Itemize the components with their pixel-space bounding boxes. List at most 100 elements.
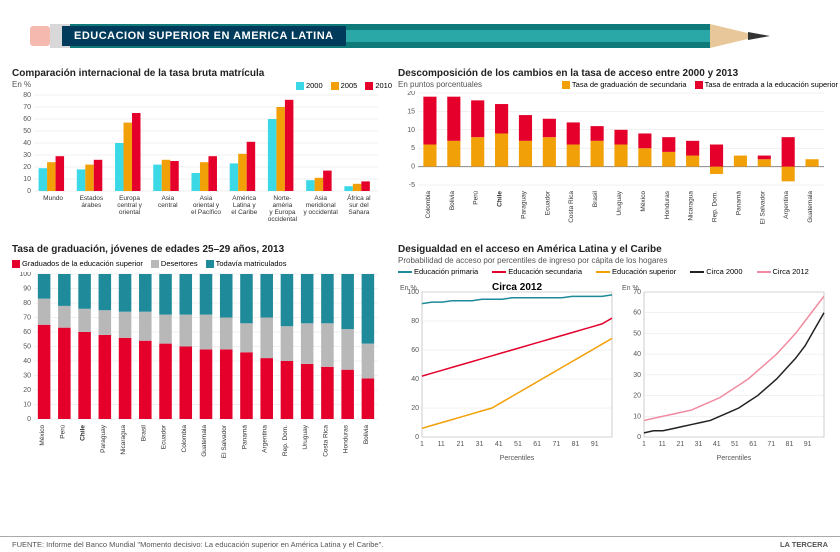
chart2-title: Descomposición de los cambios en la tasa… (398, 68, 838, 79)
svg-text:0: 0 (27, 188, 31, 195)
chart3-legend: Graduados de la educación superiorDesert… (12, 259, 392, 268)
svg-text:Honduras: Honduras (343, 424, 350, 453)
svg-text:Argentina: Argentina (783, 191, 790, 219)
svg-text:60: 60 (411, 347, 419, 354)
svg-text:41: 41 (713, 441, 721, 448)
svg-text:Colombia: Colombia (181, 425, 188, 453)
svg-text:y Europa: y Europa (269, 209, 295, 216)
chart-access-decomposition: Descomposición de los cambios en la tasa… (398, 68, 838, 238)
svg-text:occidental: occidental (268, 216, 298, 223)
svg-text:15: 15 (407, 108, 415, 115)
svg-text:30: 30 (23, 373, 31, 380)
svg-text:30: 30 (23, 152, 31, 159)
svg-text:20: 20 (23, 387, 31, 394)
svg-text:Rep. Dom.: Rep. Dom. (712, 191, 719, 222)
chart4-title: Desigualdad en el acceso en América Lati… (398, 244, 838, 255)
svg-text:En %: En % (400, 285, 417, 292)
chart2-subtitle: En puntos porcentuales (398, 80, 482, 89)
chart4-subtitle: Probabilidad de acceso por percentiles d… (398, 256, 838, 265)
svg-text:80: 80 (23, 92, 31, 99)
svg-text:Chile: Chile (80, 425, 87, 441)
svg-text:5: 5 (411, 145, 415, 152)
svg-text:América: América (232, 195, 256, 202)
svg-text:10: 10 (633, 413, 641, 420)
svg-text:central: central (158, 202, 178, 209)
svg-text:Brasil: Brasil (592, 190, 599, 207)
svg-text:Asia: Asia (314, 195, 327, 202)
svg-text:África al: África al (347, 193, 371, 202)
svg-text:Honduras: Honduras (664, 190, 671, 219)
svg-text:20: 20 (411, 405, 419, 412)
svg-text:oriental: oriental (119, 209, 141, 216)
svg-text:51: 51 (731, 441, 739, 448)
svg-text:Asia: Asia (200, 195, 213, 202)
svg-text:51: 51 (514, 441, 522, 448)
svg-text:0: 0 (411, 164, 415, 171)
svg-text:11: 11 (438, 441, 445, 448)
svg-text:central y: central y (117, 202, 142, 209)
svg-text:60: 60 (23, 329, 31, 336)
svg-text:91: 91 (804, 441, 812, 448)
svg-text:El Salvador: El Salvador (221, 424, 228, 458)
svg-text:61: 61 (749, 441, 757, 448)
svg-text:21: 21 (456, 441, 464, 448)
svg-text:Chile: Chile (497, 191, 504, 207)
svg-text:Bolivia: Bolivia (363, 425, 370, 445)
svg-text:50: 50 (23, 128, 31, 135)
svg-text:México: México (640, 191, 647, 212)
svg-text:Paraguay: Paraguay (520, 190, 527, 219)
svg-text:71: 71 (767, 441, 775, 448)
chart-enrollment-rate: Comparación internacional de la tasa bru… (12, 68, 392, 238)
svg-text:0: 0 (637, 434, 641, 441)
chart1-title: Comparación internacional de la tasa bru… (12, 68, 392, 79)
svg-text:1: 1 (642, 441, 646, 448)
svg-text:el Caribe: el Caribe (231, 209, 257, 216)
svg-text:40: 40 (411, 376, 419, 383)
svg-text:México: México (39, 425, 46, 446)
svg-text:-5: -5 (409, 182, 415, 189)
svg-text:0: 0 (415, 434, 419, 441)
svg-text:Panamá: Panamá (735, 191, 742, 216)
svg-text:Ecuador: Ecuador (161, 424, 168, 449)
svg-text:80: 80 (23, 300, 31, 307)
svg-text:Nicaragua: Nicaragua (120, 425, 127, 455)
chart-graduation-rate: Tasa de graduación, jóvenes de edades 25… (12, 244, 392, 474)
svg-text:31: 31 (476, 441, 484, 448)
svg-text:20: 20 (633, 393, 641, 400)
svg-text:Norte-: Norte- (273, 195, 291, 202)
svg-text:40: 40 (23, 358, 31, 365)
svg-text:1: 1 (420, 441, 424, 448)
svg-text:Asia: Asia (161, 195, 174, 202)
svg-text:En %: En % (622, 285, 639, 292)
svg-text:21: 21 (676, 441, 684, 448)
svg-text:Argentina: Argentina (262, 425, 269, 453)
chart1-subtitle: En % (12, 80, 31, 89)
header: EDUCACION SUPERIOR EN AMERICA LATINA (0, 0, 840, 68)
svg-text:Uruguay: Uruguay (616, 190, 623, 215)
svg-text:Panamá: Panamá (241, 425, 248, 450)
svg-text:40: 40 (23, 140, 31, 147)
svg-text:60: 60 (23, 116, 31, 123)
svg-text:Percentiles: Percentiles (717, 455, 752, 462)
svg-text:y occidental: y occidental (304, 209, 339, 216)
svg-text:100: 100 (19, 272, 31, 278)
chart-inequality: Desigualdad en el acceso en América Lati… (398, 244, 838, 474)
chart1-legend: 200020052010 (296, 80, 392, 91)
svg-text:Percentiles: Percentiles (500, 455, 535, 462)
svg-text:Estados: Estados (80, 195, 104, 202)
source-text: FUENTE: Informe del Banco Mundial "Momen… (12, 540, 383, 549)
svg-text:80: 80 (411, 318, 419, 325)
svg-text:20: 20 (23, 164, 31, 171)
svg-text:Brasil: Brasil (140, 424, 147, 441)
svg-text:oriental y: oriental y (193, 202, 220, 209)
svg-text:Nicaragua: Nicaragua (688, 191, 695, 221)
chart4-legend: Educación primariaEducación secundariaEd… (398, 267, 838, 276)
svg-text:Guatemala: Guatemala (807, 191, 814, 223)
svg-text:41: 41 (495, 441, 503, 448)
brand-text: LA TERCERA (780, 540, 828, 549)
svg-text:10: 10 (23, 402, 31, 409)
svg-text:30: 30 (633, 372, 641, 379)
svg-text:10: 10 (23, 176, 31, 183)
svg-text:Colombia: Colombia (425, 191, 432, 219)
footer: FUENTE: Informe del Banco Mundial "Momen… (0, 536, 840, 552)
